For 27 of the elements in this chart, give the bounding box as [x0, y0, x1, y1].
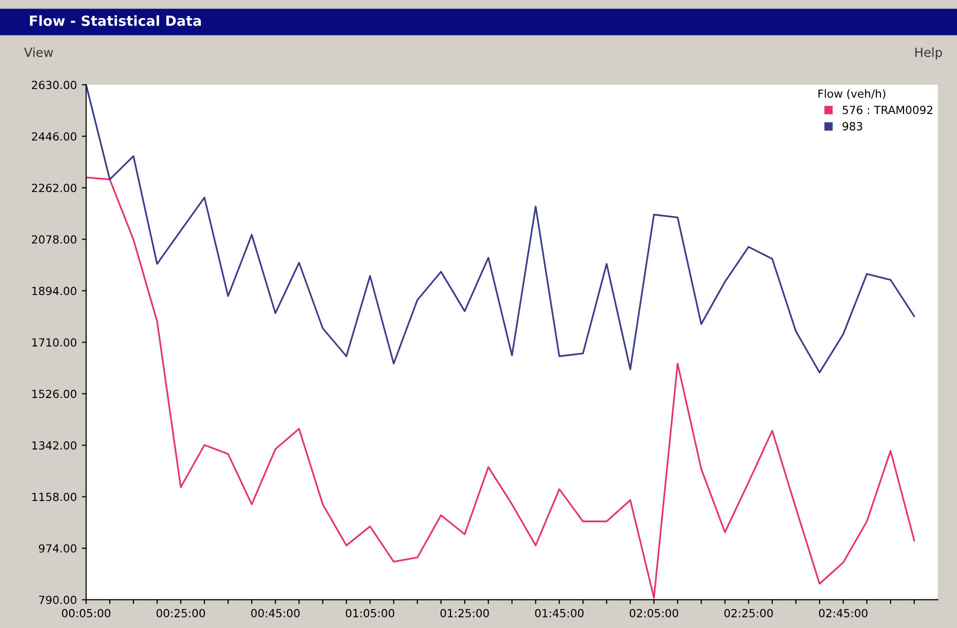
x-tick-label: 01:45:00: [535, 608, 584, 618]
y-tick-label: 2262.00: [32, 184, 76, 192]
legend-title: Flow (veh/h): [818, 89, 886, 100]
text: Help: [915, 47, 942, 60]
x-tick-label: 02:45:00: [819, 608, 868, 618]
y-tick-label: 2078.00: [32, 235, 76, 244]
x-tick-label: 01:25:00: [440, 608, 489, 618]
y-tick-label: 2446.00: [32, 132, 76, 141]
legend-label: 983: [842, 122, 862, 130]
text: View: [24, 47, 54, 58]
line-series: [86, 176, 916, 599]
y-tick-label: 1710.00: [32, 338, 76, 347]
x-tick-label: 01:05:00: [346, 608, 394, 618]
legend-label: 576 : TRAM0092: [842, 106, 932, 114]
x-tick-label: 02:05:00: [630, 608, 678, 618]
y-tick-label: 1526.00: [32, 390, 76, 398]
y-tick-label: 974.00: [38, 544, 76, 553]
chart-title: Flow - Statistical Data: [30, 15, 201, 26]
y-tick-label: 1342.00: [32, 441, 76, 450]
y-tick-label: 1158.00: [32, 492, 76, 502]
y-tick-label: 790.00: [39, 596, 76, 604]
x-tick-label: 00:45:00: [251, 608, 300, 618]
y-tick-label: 2630.00: [32, 80, 76, 90]
x-tick-label: 00:25:00: [156, 608, 205, 618]
y-tick-label: 1894.00: [32, 286, 76, 296]
x-tick-label: 02:25:00: [724, 608, 773, 618]
x-tick-label: 00:05:00: [62, 608, 110, 618]
